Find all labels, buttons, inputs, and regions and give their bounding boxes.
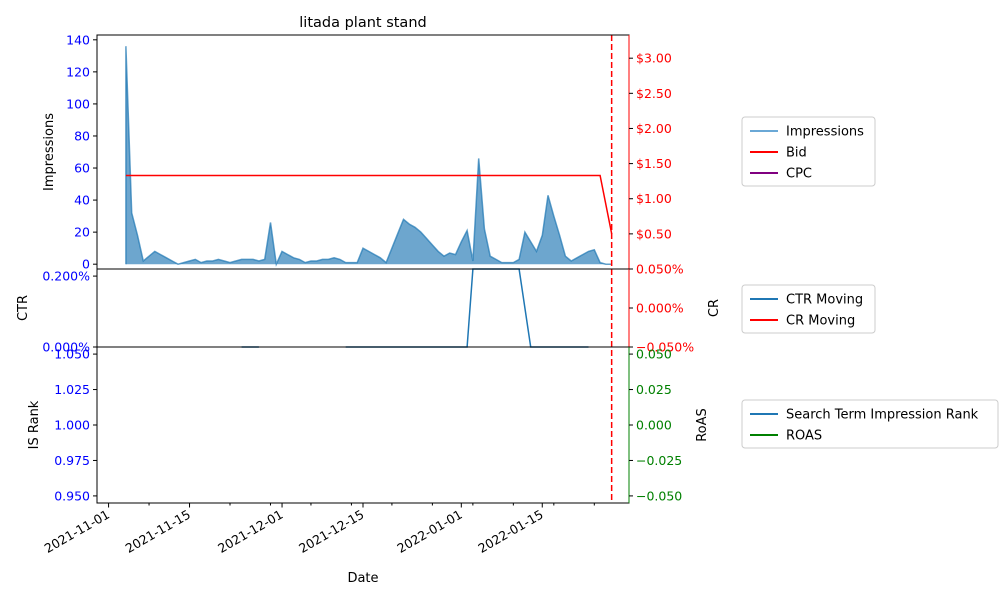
- x-tick-label: 2022-01-01: [394, 507, 464, 556]
- legend-rank: Search Term Impression Rank ROAS: [741, 399, 999, 449]
- axes-layer: 0 20 40 60 80 100 120 140 $0.50 $1.00 $1.50 $2.00 $2…: [16, 32, 722, 556]
- y-axis-label-cr: CR: [707, 299, 722, 317]
- y-axis-label-is-rank: IS Rank: [27, 400, 42, 449]
- x-tick-label: 2021-12-01: [215, 507, 285, 556]
- y-left-tick-label: 0.975: [54, 453, 90, 468]
- y-left-tick-label: 140: [66, 32, 90, 47]
- y-left-tick-label: 0.200%: [42, 269, 90, 284]
- y-right-tick-label: $2.00: [636, 121, 672, 136]
- legend-layer: Impressions Bid CPC CTR Moving CR Moving Sear…: [741, 116, 999, 449]
- legend-label: Impressions: [786, 125, 864, 140]
- y-axis-label-roas: RoAS: [695, 408, 710, 442]
- y-right-tick-label: $0.50: [636, 226, 672, 241]
- y-right-tick-label: $1.50: [636, 156, 672, 171]
- y-left-tick-label: 60: [74, 161, 90, 176]
- legend-label: CPC: [786, 167, 812, 182]
- chart-title: litada plant stand: [299, 15, 426, 31]
- y-right-tick-label: 0.000: [636, 418, 672, 433]
- bid-line: [125, 174, 613, 235]
- y-right-tick-label: 0.025: [636, 382, 672, 397]
- legend-rank-box: [741, 399, 999, 449]
- y-left-tick-label: 40: [74, 193, 90, 208]
- legend-label: CR Moving: [786, 314, 855, 329]
- x-tick-label: 2021-11-01: [42, 507, 112, 556]
- y-left-tick-label: 0: [82, 257, 90, 272]
- y-left-tick-label: 120: [66, 64, 90, 79]
- x-tick-label: 2021-11-15: [123, 507, 193, 556]
- y-left-tick-label: 0.950: [54, 488, 90, 503]
- legend-ctr: CTR Moving CR Moving: [741, 284, 876, 334]
- y-left-tick-label: 20: [74, 225, 90, 240]
- y-axis-label-ctr: CTR: [16, 295, 31, 321]
- y-right-tick-label: 0.050%: [636, 262, 684, 277]
- y-right-tick-label: 0.000%: [636, 301, 684, 316]
- y-left-tick-label: 0.000%: [42, 340, 90, 355]
- y-right-tick-label: 0.050: [636, 347, 672, 362]
- y-left-tick-label: 1.050: [54, 347, 90, 362]
- y-right-tick-label: −0.025: [636, 453, 682, 468]
- panel-frame-2: [96, 268, 630, 348]
- impressions-area: [125, 46, 612, 265]
- legend-label: CTR Moving: [786, 293, 863, 308]
- y-left-tick-label: 80: [74, 128, 90, 143]
- legend-label: ROAS: [786, 429, 822, 444]
- ctr-moving-line-2: [345, 268, 589, 348]
- y-left-tick-label: 1.000: [54, 418, 90, 433]
- y-right-tick-label: −0.050: [636, 488, 682, 503]
- y-right-tick-label: −0.050%: [636, 340, 694, 355]
- y-axis-label-impressions: Impressions: [42, 113, 57, 191]
- y-right-tick-label: $2.50: [636, 86, 672, 101]
- impressions-line: [125, 46, 612, 267]
- x-tick-label: 2022-01-15: [475, 507, 545, 556]
- legend-label: Bid: [786, 146, 807, 161]
- y-left-tick-label: 100: [66, 96, 90, 111]
- y-left-tick-label: 1.025: [54, 382, 90, 397]
- legend-label: Search Term Impression Rank: [786, 408, 979, 423]
- legend-impressions-box: [741, 116, 876, 187]
- panel-frame-3: [96, 346, 630, 504]
- x-tick-label: 2021-12-15: [296, 507, 366, 556]
- legend-impressions: Impressions Bid CPC: [741, 116, 876, 187]
- y-right-tick-label: $1.00: [636, 191, 672, 206]
- y-right-tick-label: $3.00: [636, 51, 672, 66]
- x-axis-label: Date: [347, 571, 378, 586]
